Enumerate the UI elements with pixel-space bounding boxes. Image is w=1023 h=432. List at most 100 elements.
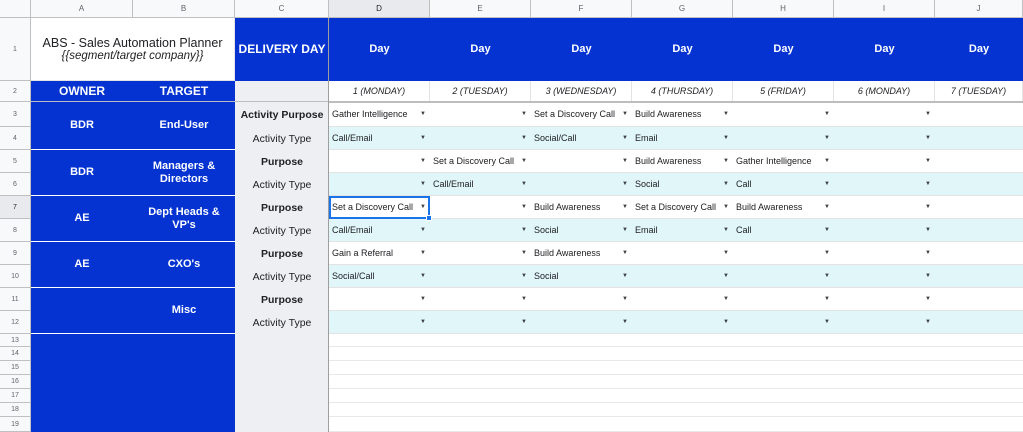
activity-type-dropdown[interactable]: Social/Call ▼ xyxy=(531,127,632,150)
owner-cell[interactable]: BDR xyxy=(31,150,133,196)
target-cell[interactable]: Managers & Directors xyxy=(133,150,235,196)
purpose-dropdown[interactable]: ▼ xyxy=(430,288,531,311)
activity-type-dropdown[interactable]: ▼ xyxy=(834,219,935,242)
activity-type-dropdown[interactable]: Call/Email ▼ xyxy=(430,173,531,196)
purpose-dropdown[interactable]: Build Awareness ▼ xyxy=(632,102,733,127)
purpose-label-cell[interactable]: Purpose xyxy=(235,196,329,219)
row-header-6[interactable]: 6 xyxy=(0,173,31,196)
row-header-19[interactable]: 19 xyxy=(0,417,31,432)
row-header-4[interactable]: 4 xyxy=(0,127,31,150)
target-cell[interactable]: CXO's xyxy=(133,242,235,288)
purpose-dropdown[interactable]: ▼ xyxy=(531,150,632,173)
day-header[interactable]: Day xyxy=(733,18,834,81)
owner-cell[interactable]: AE xyxy=(31,196,133,242)
day-header[interactable]: Day xyxy=(430,18,531,81)
activity-type-dropdown[interactable]: Social ▼ xyxy=(632,173,733,196)
purpose-dropdown[interactable]: ▼ xyxy=(430,196,531,219)
purpose-dropdown[interactable] xyxy=(935,288,1023,311)
activity-type-label-cell[interactable]: Activity Type xyxy=(235,311,329,334)
row-header-11[interactable]: 11 xyxy=(0,288,31,311)
empty-row[interactable] xyxy=(329,334,1023,347)
owner-cell[interactable]: BDR xyxy=(31,102,133,150)
activity-type-dropdown[interactable] xyxy=(935,265,1023,288)
activity-type-dropdown[interactable]: ▼ xyxy=(834,265,935,288)
activity-type-dropdown[interactable] xyxy=(935,219,1023,242)
column-header-i[interactable]: I xyxy=(834,0,935,18)
activity-type-dropdown[interactable]: ▼ xyxy=(329,173,430,196)
purpose-dropdown[interactable]: Set a Discovery Call ▼ xyxy=(531,102,632,127)
activity-type-dropdown[interactable] xyxy=(935,127,1023,150)
row-header-8[interactable]: 8 xyxy=(0,219,31,242)
purpose-dropdown[interactable]: ▼ xyxy=(632,242,733,265)
purpose-dropdown[interactable] xyxy=(935,242,1023,265)
select-all-corner[interactable] xyxy=(0,0,31,18)
activity-type-dropdown[interactable]: ▼ xyxy=(430,219,531,242)
empty-row[interactable] xyxy=(329,403,1023,417)
purpose-dropdown[interactable]: Build Awareness ▼ xyxy=(531,242,632,265)
row-header-5[interactable]: 5 xyxy=(0,150,31,173)
column-header-j[interactable]: J xyxy=(935,0,1023,18)
row-header-3[interactable]: 3 xyxy=(0,102,31,127)
purpose-dropdown[interactable]: ▼ xyxy=(733,242,834,265)
purpose-dropdown[interactable]: Gain a Referral ▼ xyxy=(329,242,430,265)
row-header-12[interactable]: 12 xyxy=(0,311,31,334)
purpose-dropdown[interactable]: ▼ xyxy=(834,102,935,127)
activity-type-dropdown[interactable]: ▼ xyxy=(430,265,531,288)
empty-row[interactable] xyxy=(329,375,1023,389)
day-subheader[interactable]: 3 (WEDNESDAY) xyxy=(531,81,632,102)
activity-type-label-cell[interactable]: Activity Type xyxy=(235,219,329,242)
owner-cell[interactable] xyxy=(31,288,133,334)
purpose-dropdown[interactable]: ▼ xyxy=(834,242,935,265)
purpose-dropdown[interactable]: ▼ xyxy=(834,196,935,219)
column-header-e[interactable]: E xyxy=(430,0,531,18)
activity-type-dropdown[interactable]: Call/Email ▼ xyxy=(329,219,430,242)
row-header-15[interactable]: 15 xyxy=(0,361,31,375)
activity-type-dropdown[interactable]: Call ▼ xyxy=(733,219,834,242)
activity-type-dropdown[interactable]: ▼ xyxy=(834,311,935,334)
row-header-10[interactable]: 10 xyxy=(0,265,31,288)
empty-cell[interactable] xyxy=(235,81,329,102)
column-header-b[interactable]: B xyxy=(133,0,235,18)
column-header-f[interactable]: F xyxy=(531,0,632,18)
purpose-dropdown[interactable]: ▼ xyxy=(632,288,733,311)
activity-type-label-cell[interactable]: Activity Type xyxy=(235,127,329,150)
owner-header[interactable]: OWNER xyxy=(31,81,133,102)
activity-type-dropdown[interactable]: ▼ xyxy=(632,311,733,334)
activity-type-dropdown[interactable]: Social/Call ▼ xyxy=(329,265,430,288)
purpose-dropdown[interactable]: Build Awareness ▼ xyxy=(733,196,834,219)
activity-type-dropdown[interactable]: ▼ xyxy=(329,311,430,334)
purpose-dropdown[interactable]: ▼ xyxy=(329,288,430,311)
row-header-14[interactable]: 14 xyxy=(0,347,31,361)
purpose-dropdown[interactable] xyxy=(935,102,1023,127)
column-header-c[interactable]: C xyxy=(235,0,329,18)
row-header-18[interactable]: 18 xyxy=(0,403,31,417)
activity-type-dropdown[interactable]: ▼ xyxy=(531,173,632,196)
row-header-7[interactable]: 7 xyxy=(0,196,31,219)
row-header-16[interactable]: 16 xyxy=(0,375,31,389)
activity-type-dropdown[interactable] xyxy=(935,311,1023,334)
target-cell[interactable]: Misc xyxy=(133,288,235,334)
purpose-dropdown[interactable]: Gather Intelligence ▼ xyxy=(733,150,834,173)
purpose-dropdown[interactable] xyxy=(935,150,1023,173)
activity-type-dropdown[interactable]: ▼ xyxy=(733,311,834,334)
purpose-dropdown[interactable]: ▼ xyxy=(531,288,632,311)
column-header-g[interactable]: G xyxy=(632,0,733,18)
owner-cell[interactable]: AE xyxy=(31,242,133,288)
purpose-dropdown[interactable]: Gather Intelligence ▼ xyxy=(329,102,430,127)
purpose-dropdown[interactable]: ▼ xyxy=(329,150,430,173)
column-header-d[interactable]: D xyxy=(329,0,430,18)
title-cell[interactable]: ABS - Sales Automation Planner {{segment/… xyxy=(31,18,235,81)
activity-type-label-cell[interactable]: Activity Type xyxy=(235,173,329,196)
purpose-dropdown[interactable]: Build Awareness ▼ xyxy=(632,150,733,173)
purpose-dropdown[interactable]: Build Awareness ▼ xyxy=(531,196,632,219)
activity-type-dropdown[interactable]: ▼ xyxy=(430,311,531,334)
activity-type-dropdown[interactable]: ▼ xyxy=(733,265,834,288)
purpose-dropdown[interactable]: ▼ xyxy=(430,242,531,265)
activity-type-label-cell[interactable]: Activity Type xyxy=(235,265,329,288)
day-subheader[interactable]: 1 (MONDAY) xyxy=(329,81,430,102)
activity-type-dropdown[interactable]: ▼ xyxy=(834,173,935,196)
activity-type-dropdown[interactable]: Social ▼ xyxy=(531,219,632,242)
activity-type-dropdown[interactable]: Email ▼ xyxy=(632,127,733,150)
purpose-dropdown[interactable]: Set a Discovery Call ▼ xyxy=(632,196,733,219)
row-header-2[interactable]: 2 xyxy=(0,81,31,102)
